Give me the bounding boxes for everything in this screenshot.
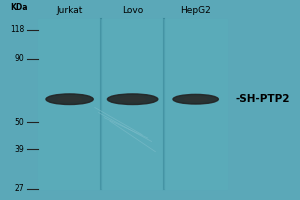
Ellipse shape	[46, 94, 93, 105]
Ellipse shape	[184, 97, 207, 101]
Text: 90: 90	[14, 54, 24, 63]
Text: 50: 50	[14, 118, 24, 127]
Bar	[164, 19, 227, 189]
Ellipse shape	[173, 94, 218, 104]
Text: 27: 27	[14, 184, 24, 193]
Bar	[38, 19, 227, 189]
Bar	[38, 19, 101, 189]
Text: -SH-PTP2: -SH-PTP2	[236, 94, 290, 104]
Text: Lovo: Lovo	[122, 6, 143, 15]
Ellipse shape	[107, 94, 158, 105]
Text: KDa: KDa	[10, 3, 27, 12]
Text: Jurkat: Jurkat	[56, 6, 83, 15]
Ellipse shape	[120, 97, 145, 101]
Bar	[101, 19, 164, 189]
Text: 118: 118	[10, 25, 24, 34]
Ellipse shape	[58, 97, 81, 101]
Text: 39: 39	[14, 145, 24, 154]
Text: HepG2: HepG2	[180, 6, 211, 15]
